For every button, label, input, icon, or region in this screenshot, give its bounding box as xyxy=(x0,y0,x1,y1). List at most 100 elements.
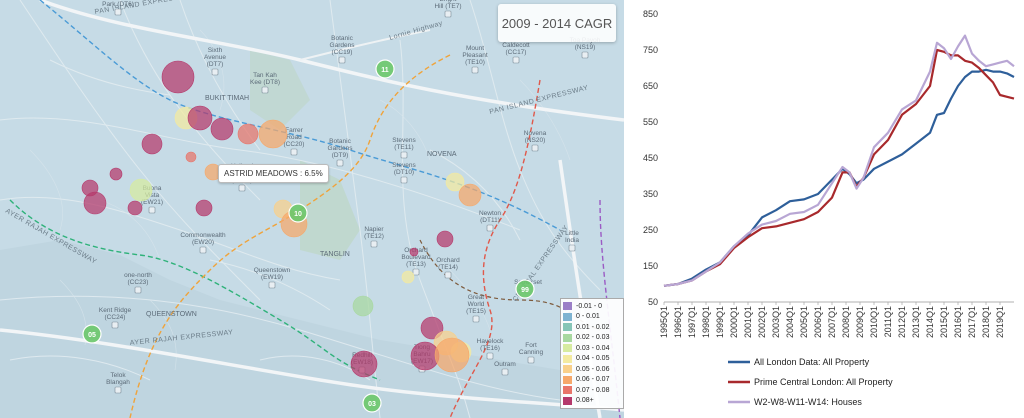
station-marker[interactable]: Stevens (TE11) xyxy=(392,137,416,159)
cagr-bubble[interactable] xyxy=(109,167,123,181)
cluster-count: 11 xyxy=(381,67,389,74)
legend-item: 0.06 - 0.07 xyxy=(563,375,621,386)
cluster-count: 99 xyxy=(521,287,529,294)
legend-swatch xyxy=(563,323,572,332)
station-marker[interactable]: Novena (NS20) xyxy=(524,130,547,152)
station-label: Novena (NS20) xyxy=(524,130,547,144)
station-marker[interactable]: Fort Canning xyxy=(519,342,544,364)
cagr-bubble[interactable] xyxy=(445,172,465,192)
station-label: Commonwealth (EW20) xyxy=(180,232,226,246)
legend-item: 0.02 - 0.03 xyxy=(563,333,621,344)
area-label: BUKIT TIMAH xyxy=(205,95,249,102)
legend-item: 0.01 - 0.02 xyxy=(563,322,621,333)
legend-label: Prime Central London: All Property xyxy=(754,377,893,387)
x-tick-label: 1996Q1 xyxy=(673,306,683,338)
station-label: Kent Ridge (CC24) xyxy=(99,307,132,321)
legend-item: -0.01 - 0 xyxy=(563,301,621,312)
station-marker[interactable]: Kent Ridge (CC24) xyxy=(99,307,132,329)
cluster-marker[interactable]: 99 xyxy=(515,279,535,299)
cagr-bubble[interactable] xyxy=(185,151,197,163)
station-marker[interactable]: one-north (CC23) xyxy=(124,272,152,294)
cagr-bubble[interactable] xyxy=(436,230,454,248)
x-tick-label: 2000Q1 xyxy=(729,306,739,338)
map-canvas[interactable]: PAN ISLAND EXPRESSWAY PAN ISLAND EXPRESS… xyxy=(0,0,624,418)
station-marker[interactable]: Napier (TE12) xyxy=(364,226,384,248)
legend-item: 0.08+ xyxy=(563,396,621,407)
x-tick-label: 2003Q1 xyxy=(771,306,781,338)
x-tick-label: 2004Q1 xyxy=(785,306,795,338)
cagr-bubble[interactable] xyxy=(352,295,374,317)
x-tick-label: 1997Q1 xyxy=(687,306,697,338)
station-marker[interactable]: Newton (DT11) xyxy=(479,210,501,232)
cagr-bubble[interactable] xyxy=(127,200,143,216)
station-marker[interactable]: Farrer Road (CC20) xyxy=(284,127,305,156)
cagr-bubble[interactable] xyxy=(458,183,482,207)
cagr-bubble[interactable] xyxy=(187,105,213,131)
cagr-bubble[interactable] xyxy=(141,133,163,155)
y-tick-label: 150 xyxy=(643,261,658,271)
legend-item: 0.03 - 0.04 xyxy=(563,343,621,354)
station-marker[interactable]: Botanic Gardens (CC19) xyxy=(330,35,356,64)
legend-label: 0.08+ xyxy=(576,397,594,405)
station-marker[interactable]: KingAlbertPark (DT6) xyxy=(102,0,134,16)
cagr-bubble[interactable] xyxy=(409,247,419,257)
y-tick-label: 250 xyxy=(643,225,658,235)
station-marker[interactable]: Orchard (TE14) xyxy=(436,257,460,279)
price-index-chart: 50 150 250 350 450 550 650 750 850 1995Q1 1996Q1 19… xyxy=(624,0,1024,418)
station-label: Fort Canning xyxy=(519,342,544,356)
station-label: Napier (TE12) xyxy=(364,226,384,240)
area-label: TANGLIN xyxy=(320,251,350,258)
x-tick-label: 1998Q1 xyxy=(701,306,711,338)
cluster-marker[interactable]: 05 xyxy=(82,324,102,344)
cagr-bubble[interactable] xyxy=(210,117,234,141)
cagr-bubble[interactable] xyxy=(237,123,259,145)
y-tick-label: 550 xyxy=(643,117,658,127)
station-marker[interactable]: Botanic Gardens (DT9) xyxy=(328,138,354,167)
legend-swatch xyxy=(563,375,572,384)
legend-item: 0 - 0.01 xyxy=(563,312,621,323)
station-marker[interactable]: Commonwealth (EW20) xyxy=(180,232,226,254)
x-tick-label: 2011Q1 xyxy=(883,306,893,337)
legend-item: 0.05 - 0.06 xyxy=(563,364,621,375)
station-marker[interactable]: Stevens (DT10) xyxy=(392,162,416,184)
station-marker[interactable]: Havelock (TE16) xyxy=(477,338,504,360)
station-marker[interactable]: Great World (TE15) xyxy=(466,294,486,323)
cluster-count: 03 xyxy=(368,401,376,408)
cagr-bubble[interactable] xyxy=(350,350,378,378)
cagr-bubble[interactable] xyxy=(420,316,444,340)
station-marker[interactable]: Queenstown (EW19) xyxy=(254,267,291,289)
series-line xyxy=(663,48,1015,287)
y-tick-label: 850 xyxy=(643,9,658,19)
legend-label: 0.02 - 0.03 xyxy=(576,334,610,342)
station-label: Newton (DT11) xyxy=(479,210,501,224)
station-marker[interactable]: Tan Kah Kee (DT8) xyxy=(250,72,280,94)
station-label: Caldecott (CC17) xyxy=(502,42,530,56)
station-marker[interactable]: Telok Blangah xyxy=(106,372,130,394)
cagr-map[interactable]: PAN ISLAND EXPRESSWAY PAN ISLAND EXPRESS… xyxy=(0,0,624,418)
x-tick-label: 2007Q1 xyxy=(827,306,837,338)
y-tick-label: 450 xyxy=(643,153,658,163)
station-label: BrightHill (TE7) xyxy=(434,0,461,10)
cagr-bubble[interactable] xyxy=(83,191,107,215)
cagr-bubble[interactable] xyxy=(401,270,415,284)
station-marker[interactable]: Caldecott (CC17) xyxy=(502,42,530,64)
x-tick-label: 2012Q1 xyxy=(897,306,907,338)
cagr-bubble[interactable] xyxy=(258,119,288,149)
station-marker[interactable]: Outram xyxy=(494,361,516,376)
cagr-bubble[interactable] xyxy=(129,178,153,202)
cluster-marker[interactable]: 10 xyxy=(288,203,308,223)
station-marker[interactable]: Mount Pleasant (TE10) xyxy=(462,45,488,74)
cluster-marker[interactable]: 11 xyxy=(375,59,395,79)
station-marker[interactable]: Sixth Avenue (DT7) xyxy=(204,47,226,76)
station-marker[interactable]: Little India xyxy=(565,230,579,252)
cagr-bubble[interactable] xyxy=(161,60,195,94)
station-marker[interactable]: BrightHill (TE7) xyxy=(434,0,462,18)
cagr-bubble[interactable] xyxy=(434,337,470,373)
cagr-bubble[interactable] xyxy=(195,199,213,217)
x-tick-label: 2015Q1 xyxy=(939,306,949,338)
legend-swatch xyxy=(563,302,572,311)
x-tick-label: 2016Q1 xyxy=(953,306,963,338)
cluster-marker[interactable]: 03 xyxy=(362,393,382,413)
chart-canvas: 50 150 250 350 450 550 650 750 850 1995Q1 1996Q1 19… xyxy=(643,9,1015,407)
map-title: 2009 - 2014 CAGR xyxy=(498,4,616,42)
